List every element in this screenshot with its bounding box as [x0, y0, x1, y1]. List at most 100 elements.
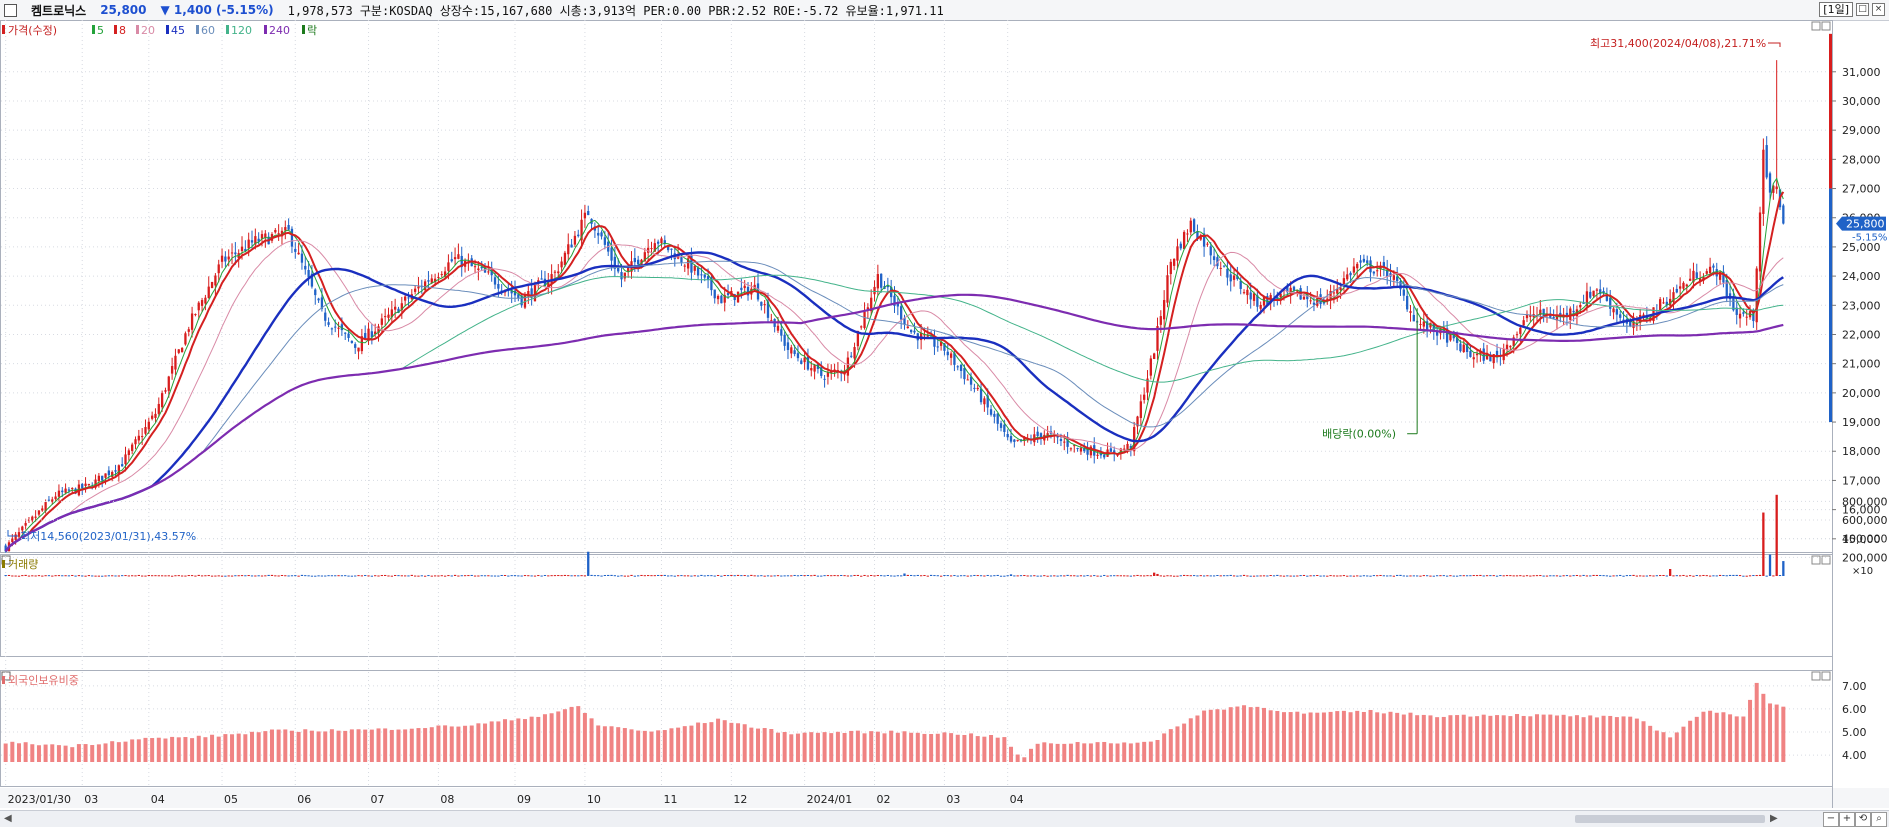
volume-bar [1472, 575, 1475, 577]
foreign-bar [582, 712, 587, 762]
candle-body [660, 238, 663, 244]
maximize-icon[interactable]: □ [1856, 3, 1869, 16]
candle-body [1602, 290, 1605, 294]
candle-body [31, 516, 34, 521]
volume-bar [1096, 575, 1099, 577]
zoom-out-icon[interactable]: − [1823, 812, 1839, 827]
horizontal-scrollbar[interactable]: ◀ ▶ − + ⟲ ⌕ [0, 810, 1889, 827]
volume-bar [427, 575, 430, 577]
foreign-bar [469, 725, 474, 762]
candle-body [480, 267, 483, 269]
volume-bar [1159, 575, 1162, 577]
foreign-bar [409, 728, 414, 762]
volume-bar [926, 575, 929, 577]
zoom-in-icon[interactable]: + [1839, 812, 1855, 827]
candle-body [663, 240, 666, 244]
volume-bar [1752, 575, 1755, 577]
scroll-thumb[interactable] [1575, 815, 1765, 823]
candle-body [1179, 243, 1182, 249]
volume-bar [1512, 575, 1515, 577]
candle-body [900, 306, 903, 320]
volume-bar [1006, 575, 1009, 577]
volume-bar [620, 575, 623, 577]
candle-body [1522, 320, 1525, 326]
volume-bar [1029, 575, 1033, 577]
candle-body [1206, 243, 1209, 245]
volume-bar [254, 575, 257, 577]
candle-body [1159, 316, 1162, 325]
candle-body [1422, 321, 1425, 327]
close-icon[interactable]: × [1872, 3, 1885, 16]
scroll-left-icon[interactable]: ◀ [4, 813, 12, 824]
legend-marker [2, 560, 5, 568]
foreign-bar [676, 727, 681, 762]
candle-body [170, 366, 174, 374]
volume-bar [224, 575, 227, 577]
volume-bar [390, 575, 393, 577]
foreign-bar [915, 732, 920, 762]
foreign-bar [70, 747, 75, 762]
foreign-bar [1441, 716, 1446, 762]
foreign-bar [323, 731, 328, 762]
volume-bar [1748, 575, 1752, 577]
candle-body [1432, 323, 1435, 332]
foreign-bar [1508, 716, 1513, 762]
candle-body [1782, 205, 1785, 224]
scroll-right-icon[interactable]: ▶ [1770, 813, 1778, 824]
foreign-bar [216, 736, 221, 762]
candle-body [647, 247, 650, 253]
candle-body [1226, 268, 1229, 278]
volume-bar [167, 575, 170, 577]
foreign-bar [236, 733, 241, 762]
volume-bar [1162, 575, 1166, 577]
search-icon[interactable]: ⌕ [1871, 812, 1887, 827]
select-checkbox[interactable] [4, 3, 17, 17]
volume-bar [340, 575, 344, 577]
volume-bar [1439, 575, 1442, 577]
foreign-tick-label: 4.00 [1842, 749, 1867, 762]
candle-body [886, 285, 889, 288]
foreign-bar [210, 734, 215, 762]
volume-bar [1192, 575, 1196, 577]
volume-bar [500, 574, 503, 576]
volume-bar [1662, 574, 1665, 576]
zoom-reset-icon[interactable]: ⟲ [1855, 812, 1871, 827]
candle-body [713, 289, 716, 299]
legend-marker [302, 25, 305, 34]
foreign-bar [1155, 739, 1160, 762]
volume-bar [490, 575, 493, 577]
candle-body [1329, 290, 1332, 301]
volume-bar [274, 575, 277, 577]
volume-bar [607, 574, 610, 576]
volume-bar [310, 575, 314, 577]
volume-bar [1615, 575, 1619, 577]
volume-bar [1705, 575, 1708, 577]
candle-body [224, 256, 227, 262]
volume-bar [627, 575, 630, 577]
candle-body [953, 352, 956, 365]
volume-bar [7, 574, 11, 576]
volume-bar [1043, 575, 1046, 577]
foreign-bar [276, 729, 281, 762]
candle-body [1192, 219, 1196, 232]
volume-bar [1086, 575, 1089, 577]
foreign-bar [929, 734, 934, 762]
candle-body [813, 365, 816, 372]
candle-body [553, 271, 557, 273]
candle-body [623, 272, 627, 279]
period-selector[interactable]: [1일] [1819, 2, 1853, 17]
legend-marker [2, 25, 5, 34]
dividend-label: 배당락(0.00%) [1322, 428, 1396, 441]
foreign-bar [536, 716, 541, 762]
foreign-bar [1222, 709, 1227, 762]
volume-bar [1782, 561, 1785, 576]
volume-bar [347, 575, 350, 577]
volume-bar [860, 575, 863, 577]
volume-bar [91, 575, 94, 577]
candle-body [284, 227, 287, 231]
volume-bar [856, 574, 860, 576]
foreign-bar [203, 737, 208, 762]
candle-body [969, 376, 973, 385]
volume-bar [537, 575, 540, 577]
foreign-bar [1348, 712, 1353, 762]
